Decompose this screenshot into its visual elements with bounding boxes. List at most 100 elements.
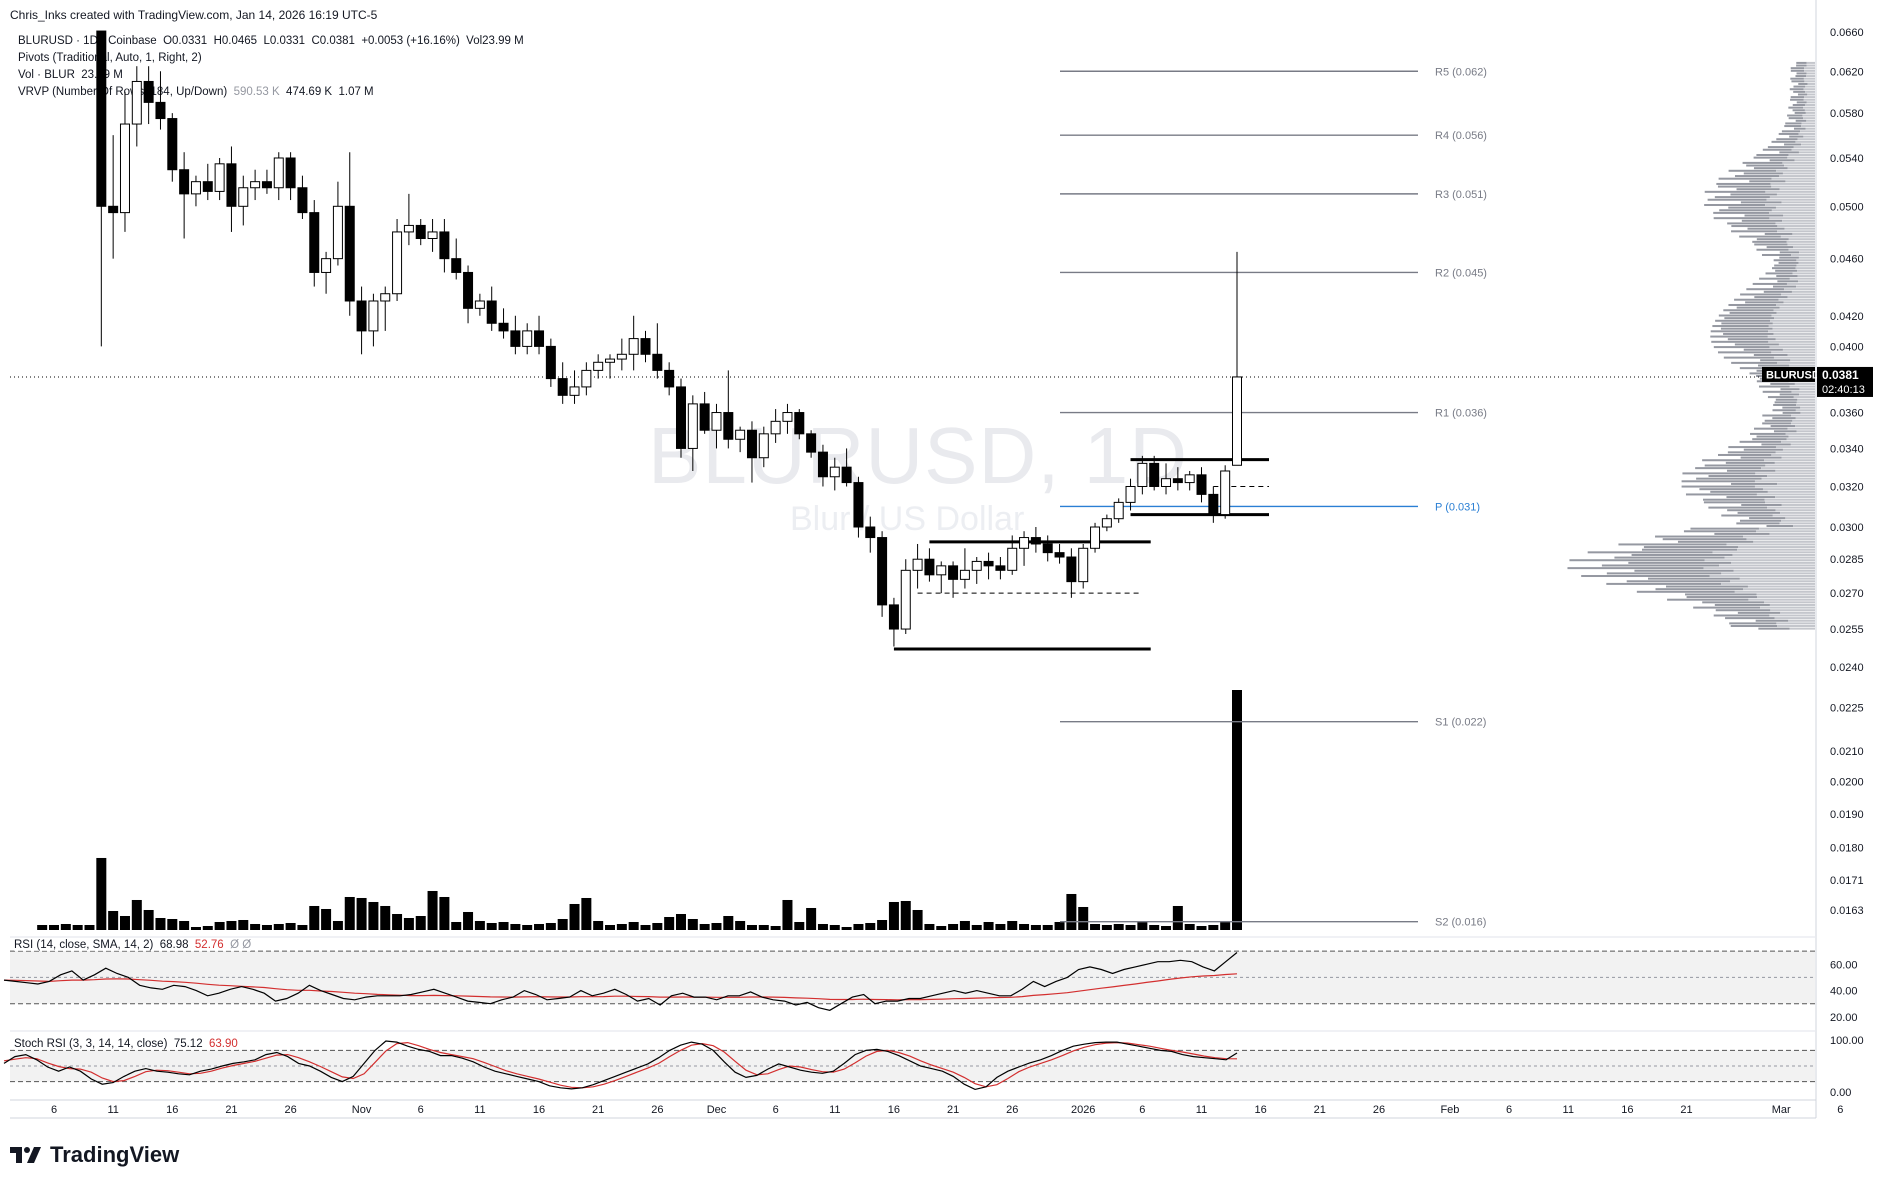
rsi-label: RSI (14, close, SMA, 14, 2) — [14, 939, 154, 951]
vrvp-row-down — [1805, 111, 1815, 114]
candle-body — [1220, 470, 1231, 516]
volume-bar — [877, 919, 888, 930]
attribution: Chris_Inks created with TradingView.com,… — [10, 8, 378, 22]
vrvp-row-up — [1756, 248, 1789, 251]
volume-bar — [1137, 920, 1148, 930]
vrvp-row-down — [1773, 356, 1815, 359]
vrvp-row-down — [1806, 101, 1815, 104]
volume-bar — [143, 909, 154, 930]
vrvp-row-up — [1682, 472, 1756, 475]
vrvp-row-up — [1711, 340, 1769, 343]
candle-body — [403, 224, 414, 233]
vrvp-row-down — [1803, 77, 1815, 80]
vrvp-row-up — [1721, 514, 1773, 517]
vrvp-row-up — [1729, 622, 1777, 625]
vrvp-row-down — [1807, 82, 1815, 85]
vrvp-row-down — [1755, 472, 1815, 475]
vrvp-row-up — [1790, 67, 1805, 70]
vrvp-row-up — [1767, 146, 1794, 149]
volume-bar — [794, 921, 805, 930]
vrvp-row-up — [1714, 532, 1770, 535]
vrvp-row-down — [1783, 214, 1815, 217]
candle-body — [463, 271, 474, 309]
vrvp-row-down — [1801, 122, 1815, 125]
vrvp-row-up — [1642, 548, 1738, 551]
vrvp-row-up — [1739, 440, 1782, 443]
vrvp-row-up — [1794, 111, 1806, 114]
vrvp-row-down — [1796, 285, 1815, 288]
tradingview-logo[interactable]: TradingView — [10, 1142, 179, 1168]
stoch-legend[interactable]: Stoch RSI (3, 3, 14, 14, close) 75.12 63… — [14, 1038, 238, 1050]
vrvp-row-up — [1784, 143, 1802, 146]
vrvp-row-down — [1789, 627, 1815, 630]
vrvp-row-down — [1803, 106, 1815, 109]
vrvp-row-down — [1709, 575, 1815, 578]
volume-bar — [1125, 924, 1136, 930]
vrvp-row-up — [1752, 240, 1787, 243]
volume-bar — [392, 913, 403, 930]
tradingview-logo-icon — [10, 1147, 41, 1163]
volume-bar — [1161, 925, 1172, 930]
vrvp-row-up — [1677, 540, 1754, 543]
vrvp-row-down — [1798, 151, 1815, 154]
volume-bar — [1172, 905, 1183, 930]
volume-bar — [1078, 906, 1089, 930]
vrvp-row-up — [1720, 327, 1773, 330]
pivots-legend[interactable]: Pivots (Traditional, Auto, 1, Right, 2) — [18, 52, 202, 64]
vrvp-row-up — [1726, 469, 1776, 472]
price-axis-label: 0.0225 — [1830, 703, 1864, 715]
pivot-label: S2 (0.016) — [1435, 917, 1486, 929]
vrvp-row-up — [1704, 190, 1766, 193]
vrvp-row-up — [1790, 69, 1805, 72]
volume-bar — [250, 923, 261, 930]
vrvp-row-down — [1785, 180, 1815, 183]
vrvp-row-down — [1794, 159, 1815, 162]
vrvp-row-down — [1788, 619, 1815, 622]
vrvp-row-down — [1792, 232, 1815, 235]
vrvp-row-up — [1728, 206, 1776, 209]
volume-bar — [569, 903, 580, 930]
vrvp-row-up — [1762, 148, 1792, 151]
vrvp-row-down — [1764, 459, 1815, 462]
candle-body — [238, 187, 249, 207]
vrvp-row-up — [1753, 167, 1788, 170]
vrvp-up: 590.53 K — [233, 86, 280, 98]
volume-bar — [829, 924, 840, 930]
volume-bar — [924, 923, 935, 930]
time-axis: 6 11 16 21 26 Nov 6 11 16 21 26 Dec 6 11 16 21 26 2026 6 11… — [51, 1104, 1843, 1116]
open-value: O0.0331 — [163, 35, 208, 47]
vrvp-row-down — [1776, 193, 1815, 196]
vrvp-row-up — [1739, 235, 1781, 238]
volume-bar — [936, 925, 947, 930]
vrvp-row-up — [1788, 106, 1804, 109]
candles — [96, 30, 1242, 647]
vrvp-row-up — [1756, 238, 1789, 241]
vrvp-row-up — [1746, 288, 1785, 291]
vrvp-row-up — [1742, 161, 1783, 164]
candle-body — [1196, 474, 1207, 495]
vrvp-row-up — [1753, 353, 1788, 356]
vrvp-row-up — [1729, 311, 1777, 314]
vrvp-row-down — [1743, 588, 1815, 591]
price-tag-bg — [1817, 366, 1873, 397]
vrvp-row-down — [1765, 501, 1815, 504]
vrvp-legend[interactable]: VRVP (Number Of Rows, 184, Up/Down) 590.… — [18, 86, 374, 98]
vrvp-row-down — [1806, 72, 1815, 75]
vrvp-row-down — [1789, 364, 1815, 367]
vrvp-row-up — [1734, 298, 1779, 301]
rsi-legend[interactable]: RSI (14, close, SMA, 14, 2) 68.98 52.76 … — [14, 939, 252, 951]
vrvp-row-down — [1796, 259, 1815, 262]
vrvp-row-up — [1737, 611, 1781, 614]
candle-body — [948, 565, 959, 580]
volume-bar — [912, 909, 923, 930]
vrvp-row-down — [1802, 114, 1815, 117]
vrvp-row-up — [1730, 193, 1777, 196]
vrvp-row-up — [1778, 261, 1799, 264]
candle-body — [108, 205, 119, 214]
price-axis-label: 0.0340 — [1830, 443, 1864, 455]
symbol-line[interactable]: BLURUSD · 1D · Coinbase — [18, 35, 157, 47]
vrvp-row-down — [1782, 161, 1815, 164]
price-axis-label: 0.0400 — [1830, 341, 1864, 353]
vrvp-row-down — [1726, 543, 1815, 546]
